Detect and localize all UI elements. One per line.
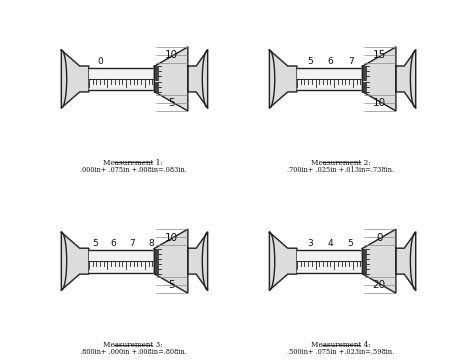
Text: 20: 20: [373, 280, 386, 290]
Text: 7: 7: [348, 57, 354, 66]
Text: 15: 15: [373, 50, 386, 60]
Text: Measurement 2:: Measurement 2:: [311, 159, 371, 167]
Polygon shape: [269, 232, 297, 290]
Text: 8: 8: [148, 239, 154, 248]
Text: 5: 5: [308, 57, 313, 66]
Text: Measurement 1:: Measurement 1:: [103, 159, 163, 167]
Text: 5: 5: [348, 239, 354, 248]
Polygon shape: [155, 47, 188, 111]
Polygon shape: [297, 68, 372, 90]
Text: 0: 0: [97, 57, 103, 66]
Polygon shape: [362, 229, 396, 293]
Polygon shape: [362, 47, 396, 111]
Text: 7: 7: [129, 239, 135, 248]
Text: Measurement 4:: Measurement 4:: [311, 341, 371, 349]
Text: .700in+ .025in +.013in=.738in.: .700in+ .025in +.013in=.738in.: [287, 166, 394, 174]
Polygon shape: [396, 232, 416, 290]
Text: Measurement 2:: Measurement 2:: [311, 159, 371, 167]
Polygon shape: [396, 50, 416, 108]
Text: 5: 5: [168, 98, 174, 107]
Text: 3: 3: [308, 239, 313, 248]
Text: Measurement 3:: Measurement 3:: [103, 341, 163, 349]
Polygon shape: [89, 68, 164, 90]
Polygon shape: [61, 232, 89, 290]
Polygon shape: [89, 250, 164, 273]
Text: .500in+ .075in +.023in=.598in.: .500in+ .075in +.023in=.598in.: [287, 348, 395, 356]
Text: Measurement 1:: Measurement 1:: [103, 159, 163, 167]
Text: Measurement 3:: Measurement 3:: [103, 341, 163, 349]
Text: 6: 6: [328, 57, 333, 66]
Polygon shape: [61, 50, 89, 108]
Text: 6: 6: [110, 239, 116, 248]
Text: 10: 10: [164, 50, 178, 60]
Polygon shape: [188, 50, 208, 108]
Text: 5: 5: [92, 239, 98, 248]
Polygon shape: [297, 250, 372, 273]
Text: 10: 10: [164, 233, 178, 242]
Text: 0: 0: [376, 233, 383, 242]
Polygon shape: [155, 229, 188, 293]
Text: 4: 4: [328, 239, 333, 248]
Text: Measurement 4:: Measurement 4:: [311, 341, 371, 349]
Text: .800in+ .000in +.008in=.808in.: .800in+ .000in +.008in=.808in.: [80, 348, 186, 356]
Text: .000in+ .075in +.008in=.083in.: .000in+ .075in +.008in=.083in.: [80, 166, 186, 174]
Text: 10: 10: [373, 98, 386, 107]
Polygon shape: [188, 232, 208, 290]
Polygon shape: [269, 50, 297, 108]
Text: 5: 5: [168, 280, 174, 290]
